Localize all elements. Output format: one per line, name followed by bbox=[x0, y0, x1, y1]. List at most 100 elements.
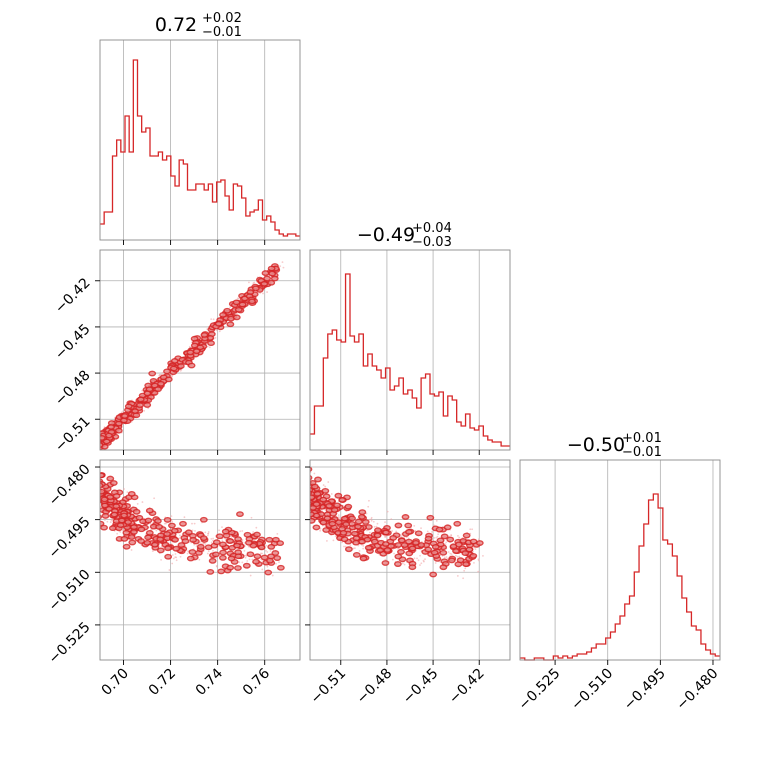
hist-panel-2: −0.49+0.04−0.03 bbox=[309, 221, 511, 455]
sample-point bbox=[96, 442, 98, 444]
density-contour bbox=[91, 486, 97, 490]
sample-point bbox=[106, 520, 109, 523]
sample-point bbox=[426, 530, 429, 533]
sample-point bbox=[94, 501, 96, 503]
sample-point bbox=[94, 438, 96, 440]
sample-point bbox=[305, 472, 307, 474]
sample-point bbox=[110, 519, 113, 522]
density-contour bbox=[124, 519, 133, 526]
sample-point bbox=[171, 562, 174, 565]
sample-point bbox=[457, 534, 459, 537]
sample-point bbox=[304, 480, 306, 482]
sample-point bbox=[221, 540, 224, 542]
density-contour bbox=[381, 560, 390, 566]
density-contour bbox=[154, 386, 162, 393]
sample-point bbox=[332, 539, 335, 542]
panel-frame bbox=[519, 459, 721, 661]
density-contour bbox=[424, 546, 433, 553]
density-contour bbox=[334, 519, 343, 526]
density-contour bbox=[122, 529, 131, 536]
density-contour bbox=[252, 558, 260, 565]
density-contour bbox=[219, 549, 227, 556]
density-contour bbox=[246, 551, 255, 558]
density-contour bbox=[424, 535, 433, 542]
density-contour bbox=[148, 370, 157, 377]
y-tick-label: −0.51 bbox=[52, 414, 94, 456]
sample-point bbox=[252, 531, 255, 533]
density-contour bbox=[339, 529, 348, 536]
density-contour bbox=[344, 546, 353, 553]
sample-point bbox=[216, 548, 219, 550]
sample-point bbox=[221, 526, 223, 529]
density-contour bbox=[397, 537, 406, 544]
sample-point bbox=[477, 570, 480, 573]
density-contour bbox=[177, 542, 186, 548]
x-tick-label: 0.76 bbox=[240, 665, 273, 698]
sample-point bbox=[473, 561, 475, 564]
density-contour bbox=[319, 519, 328, 526]
sample-point bbox=[97, 443, 99, 445]
density-contour bbox=[430, 549, 439, 556]
sample-point bbox=[251, 558, 254, 561]
density-contour bbox=[456, 557, 465, 564]
sample-point bbox=[304, 497, 306, 499]
sample-point bbox=[306, 482, 308, 484]
density-contour bbox=[85, 460, 91, 464]
density-contour bbox=[212, 539, 221, 546]
sample-point bbox=[401, 562, 404, 565]
sample-point bbox=[306, 481, 308, 483]
sample-point bbox=[248, 281, 250, 284]
x-tick-label: −0.48 bbox=[354, 666, 396, 708]
density-contour bbox=[100, 482, 104, 489]
sample-point bbox=[431, 530, 433, 533]
density-contour bbox=[214, 320, 223, 327]
sample-point bbox=[97, 516, 99, 518]
density-contour bbox=[156, 547, 165, 554]
density-contour bbox=[352, 551, 361, 558]
density-contour bbox=[91, 500, 97, 504]
sample-point bbox=[385, 535, 388, 538]
density-contour bbox=[394, 561, 402, 567]
sample-point bbox=[391, 558, 394, 561]
density-contour bbox=[400, 542, 409, 548]
density-contour bbox=[176, 363, 185, 369]
param-title-plus: +0.04 bbox=[412, 221, 452, 236]
density-contour bbox=[207, 340, 215, 347]
density-contour bbox=[340, 515, 349, 522]
density-contour bbox=[102, 438, 111, 445]
density-contour bbox=[189, 536, 198, 543]
sample-point bbox=[92, 449, 94, 451]
sample-point bbox=[322, 484, 325, 486]
density-contour bbox=[120, 535, 129, 542]
density-contour bbox=[401, 514, 410, 520]
sample-point bbox=[276, 532, 279, 535]
density-contour bbox=[106, 475, 115, 482]
sample-point bbox=[97, 493, 99, 495]
density-contour bbox=[389, 534, 398, 541]
sample-point bbox=[454, 554, 457, 557]
sample-point bbox=[97, 499, 99, 501]
sample-point bbox=[104, 519, 106, 521]
sample-point bbox=[109, 521, 112, 524]
sample-point bbox=[436, 535, 439, 538]
sample-point bbox=[469, 528, 472, 531]
sample-point bbox=[298, 475, 300, 477]
sample-point bbox=[352, 547, 355, 550]
sample-point bbox=[368, 531, 371, 534]
sample-point bbox=[241, 530, 244, 532]
sample-point bbox=[307, 492, 309, 494]
sample-point bbox=[395, 530, 398, 533]
density-contour bbox=[312, 524, 321, 531]
sample-point bbox=[206, 534, 209, 537]
param-title-minus: −0.01 bbox=[202, 25, 242, 40]
density-contour bbox=[431, 543, 440, 550]
sample-point bbox=[95, 510, 97, 512]
sample-point bbox=[241, 538, 244, 541]
density-contour bbox=[234, 306, 243, 313]
density-contour bbox=[168, 522, 176, 529]
sample-point bbox=[95, 493, 97, 495]
density-contour bbox=[144, 517, 153, 524]
density-contour bbox=[323, 515, 332, 522]
sample-point bbox=[471, 528, 474, 531]
sample-point bbox=[97, 490, 99, 492]
